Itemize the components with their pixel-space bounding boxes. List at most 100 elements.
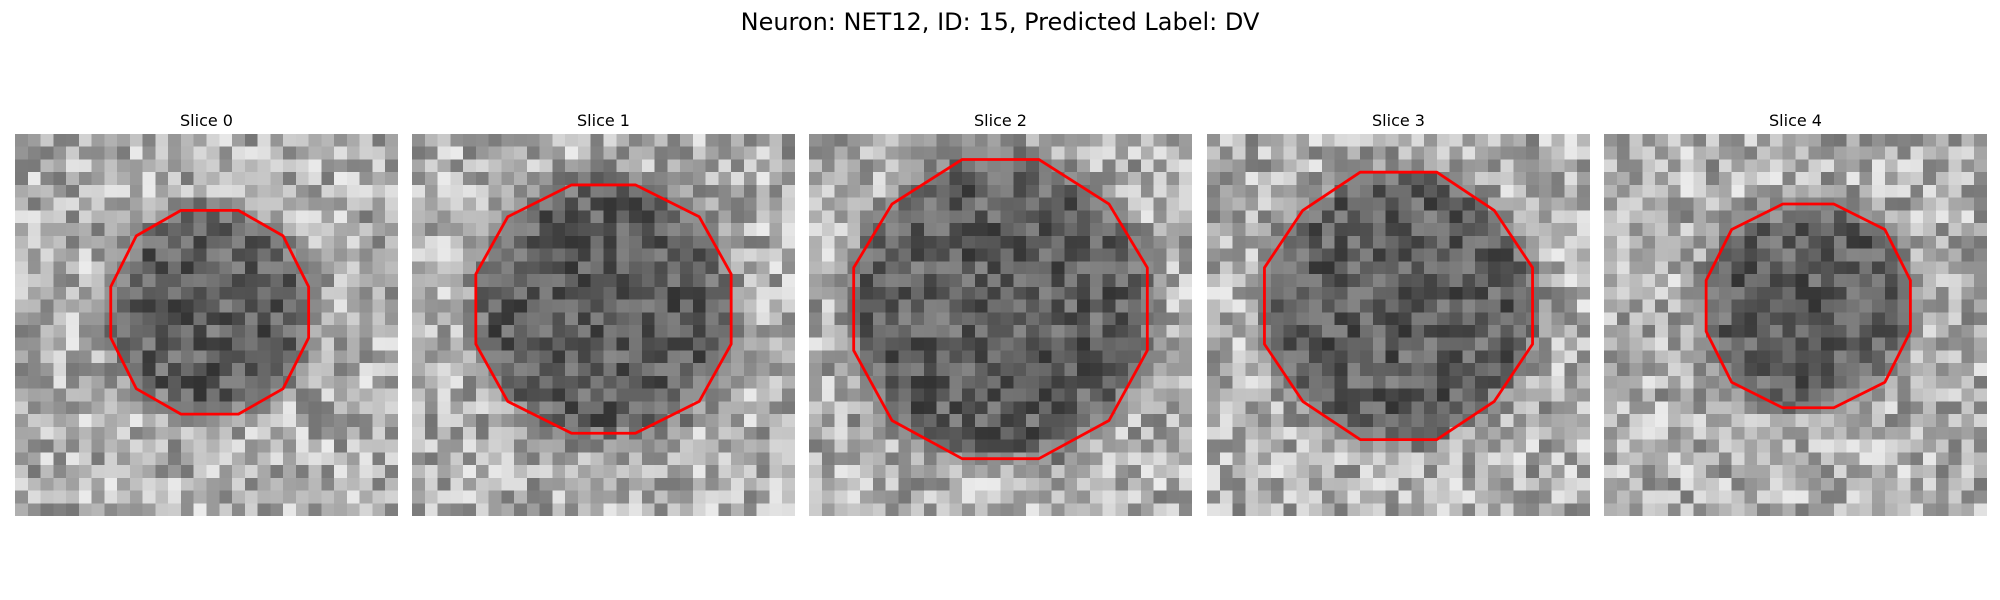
slice-pixel <box>346 490 360 504</box>
slice-pixel <box>743 401 757 415</box>
slice-pixel <box>1923 426 1937 440</box>
slice-pixel <box>769 184 783 198</box>
slice-pixel <box>1475 274 1489 288</box>
slice-pixel <box>743 465 757 479</box>
slice-pixel <box>1667 401 1681 415</box>
slice-pixel <box>743 286 757 300</box>
slice-pixel <box>821 325 835 338</box>
slice-pixel <box>1616 261 1630 275</box>
slice-pixel <box>142 159 156 173</box>
slice-pixel <box>1538 477 1552 491</box>
slice-pixel <box>346 159 360 173</box>
slice-pixel <box>1334 388 1348 402</box>
slice-pixel <box>590 172 604 186</box>
slice-pixel <box>283 146 297 160</box>
slice-pixel <box>117 490 131 504</box>
slice-pixel <box>1398 465 1412 479</box>
slice-pixel <box>155 223 169 237</box>
slice-pixel <box>1360 184 1374 198</box>
slice-pixel <box>872 477 886 491</box>
slice-pixel <box>1013 325 1027 338</box>
slice-pixel <box>1629 146 1643 160</box>
slice-pixel <box>1948 235 1962 249</box>
slice-pixel <box>232 172 246 186</box>
slice-pixel <box>1808 337 1822 351</box>
slice-pixel <box>321 248 335 262</box>
slice-pixel <box>1655 401 1669 415</box>
slice-pixel <box>168 452 182 466</box>
slice-pixel <box>565 197 579 211</box>
slice-pixel <box>1372 286 1386 300</box>
slice-pixel <box>834 375 848 389</box>
slice-pixel <box>385 210 398 224</box>
slice-pixel <box>923 248 937 262</box>
slice-pixel <box>1309 184 1323 198</box>
slice-pixel <box>488 337 502 351</box>
slice-pixel <box>616 350 630 364</box>
slice-pixel <box>1128 414 1142 428</box>
slice-pixel <box>756 248 770 262</box>
slice-pixel <box>1551 426 1565 440</box>
slice-pixel <box>1795 426 1809 440</box>
slice-pixel <box>936 426 950 440</box>
slice-pixel <box>1859 223 1873 237</box>
slice-pixel <box>654 426 668 440</box>
slice-pixel <box>898 312 912 326</box>
slice-pixel <box>987 274 1001 288</box>
slice-pixel <box>193 134 207 147</box>
slice-pixel <box>898 401 912 415</box>
slice-pixel <box>1385 477 1399 491</box>
slice-pixel <box>1283 401 1297 415</box>
slice-pixel <box>898 210 912 224</box>
slice-pixel <box>1102 325 1116 338</box>
slice-pixel <box>1538 363 1552 377</box>
slice-pixel <box>1270 286 1284 300</box>
slice-pixel <box>923 210 937 224</box>
slice-pixel <box>552 490 566 504</box>
slice-pixel <box>1296 286 1310 300</box>
slice-pixel <box>1680 325 1694 338</box>
slice-pixel <box>334 375 348 389</box>
slice-pixel <box>40 503 54 516</box>
slice-pixel <box>1629 452 1643 466</box>
slice-pixel <box>359 223 373 237</box>
slice-pixel <box>1128 325 1142 338</box>
slice-pixel <box>1872 363 1886 377</box>
slice-pixel <box>911 452 925 466</box>
slice-pixel <box>782 503 795 516</box>
slice-pixel <box>1846 184 1860 198</box>
slice-pixel <box>129 414 143 428</box>
slice-pixel <box>308 465 322 479</box>
slice-pixel <box>603 197 617 211</box>
slice-pixel <box>1629 261 1643 275</box>
slice-pixel <box>1064 452 1078 466</box>
slice-pixel <box>1833 210 1847 224</box>
slice-pixel <box>1795 299 1809 313</box>
slice-pixel <box>257 490 271 504</box>
slice-pixel <box>270 477 284 491</box>
slice-pixel <box>1245 465 1259 479</box>
slice-pixel <box>321 274 335 288</box>
slice-pixel <box>923 235 937 249</box>
slice-pixel <box>1577 248 1590 262</box>
slice-pixel <box>692 325 706 338</box>
slice-pixel <box>962 146 976 160</box>
slice-pixel <box>552 299 566 313</box>
slice-pixel <box>1026 312 1040 326</box>
slice-pixel <box>1974 490 1987 504</box>
slice-pixel <box>1935 184 1949 198</box>
slice-pixel <box>577 503 591 516</box>
slice-pixel <box>1179 439 1192 453</box>
slice-pixel <box>705 197 719 211</box>
slice-pixel <box>1179 248 1192 262</box>
slice-image-4 <box>1604 134 1987 516</box>
slice-pixel <box>283 172 297 186</box>
slice-pixel <box>1604 223 1618 237</box>
slice-pixel <box>1347 312 1361 326</box>
slice-pixel <box>40 248 54 262</box>
slice-pixel <box>1207 477 1221 491</box>
slice-pixel <box>616 439 630 453</box>
slice-pixel <box>40 350 54 364</box>
slice-pixel <box>180 452 194 466</box>
slice-pixel <box>1051 350 1065 364</box>
